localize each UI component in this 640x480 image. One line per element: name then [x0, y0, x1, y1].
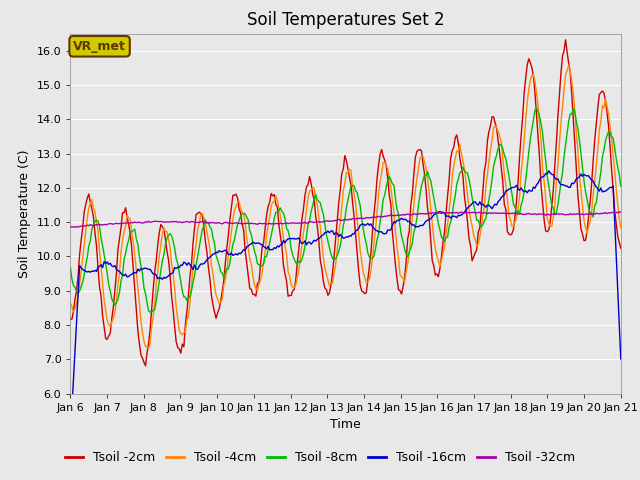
Y-axis label: Soil Temperature (C): Soil Temperature (C)	[18, 149, 31, 278]
Tsoil -4cm	[232, 204, 240, 209]
Tsoil -16cm	[588, 177, 595, 183]
Tsoil -4cm	[260, 259, 268, 265]
X-axis label: Time: Time	[330, 418, 361, 431]
Tsoil -2cm	[308, 192, 316, 197]
Tsoil -16cm	[258, 242, 266, 248]
Tsoil -8cm	[67, 265, 74, 271]
Tsoil -8cm	[232, 229, 240, 235]
Tsoil -32cm	[232, 220, 240, 226]
Tsoil -8cm	[617, 183, 625, 189]
Tsoil -32cm	[250, 221, 258, 227]
Tsoil -8cm	[260, 261, 268, 267]
Tsoil -32cm	[616, 209, 623, 215]
Tsoil -32cm	[136, 219, 143, 225]
Tsoil -2cm	[232, 191, 240, 197]
Tsoil -2cm	[260, 240, 268, 246]
Tsoil -8cm	[308, 203, 316, 209]
Tsoil -16cm	[249, 239, 257, 245]
Tsoil -32cm	[617, 209, 625, 215]
Tsoil -2cm	[134, 327, 141, 333]
Tsoil -4cm	[308, 184, 316, 190]
Tsoil -32cm	[71, 225, 79, 230]
Tsoil -4cm	[617, 225, 625, 231]
Tsoil -8cm	[134, 241, 141, 247]
Tsoil -2cm	[250, 292, 258, 298]
Legend: Tsoil -2cm, Tsoil -4cm, Tsoil -8cm, Tsoil -16cm, Tsoil -32cm: Tsoil -2cm, Tsoil -4cm, Tsoil -8cm, Tsoi…	[60, 446, 580, 469]
Tsoil -8cm	[532, 106, 540, 111]
Tsoil -2cm	[141, 363, 149, 369]
Line: Tsoil -2cm: Tsoil -2cm	[70, 40, 621, 366]
Tsoil -8cm	[589, 214, 597, 220]
Tsoil -4cm	[250, 281, 258, 287]
Tsoil -2cm	[589, 157, 597, 163]
Line: Tsoil -32cm: Tsoil -32cm	[70, 212, 621, 228]
Tsoil -2cm	[67, 316, 74, 322]
Tsoil -4cm	[134, 286, 141, 291]
Tsoil -8cm	[250, 248, 258, 253]
Tsoil -4cm	[589, 192, 597, 197]
Tsoil -4cm	[145, 346, 152, 352]
Line: Tsoil -8cm: Tsoil -8cm	[70, 108, 621, 312]
Tsoil -8cm	[147, 309, 154, 315]
Tsoil -2cm	[562, 37, 570, 43]
Tsoil -32cm	[588, 211, 595, 217]
Tsoil -32cm	[260, 221, 268, 227]
Tsoil -32cm	[308, 219, 316, 225]
Tsoil -16cm	[617, 356, 625, 362]
Text: VR_met: VR_met	[73, 40, 126, 53]
Line: Tsoil -4cm: Tsoil -4cm	[70, 65, 621, 349]
Tsoil -4cm	[67, 300, 74, 306]
Title: Soil Temperatures Set 2: Soil Temperatures Set 2	[247, 11, 444, 29]
Tsoil -16cm	[545, 168, 552, 174]
Tsoil -4cm	[565, 62, 573, 68]
Tsoil -16cm	[134, 266, 141, 272]
Tsoil -32cm	[67, 224, 74, 230]
Tsoil -2cm	[617, 245, 625, 251]
Tsoil -16cm	[67, 433, 74, 439]
Tsoil -16cm	[230, 252, 238, 258]
Tsoil -16cm	[307, 241, 315, 247]
Line: Tsoil -16cm: Tsoil -16cm	[70, 171, 621, 436]
